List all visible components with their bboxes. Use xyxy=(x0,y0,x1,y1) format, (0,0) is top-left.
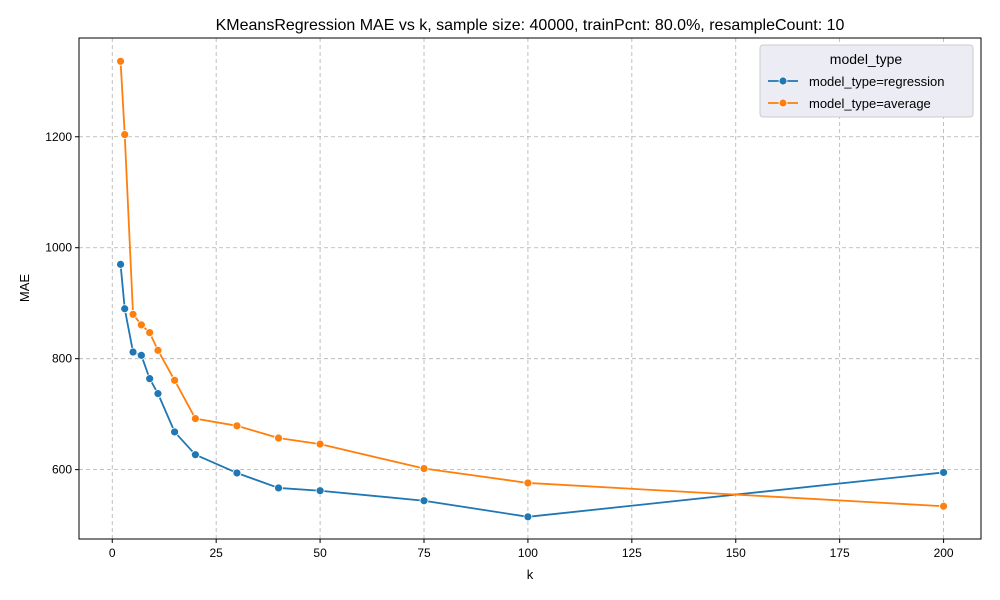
data-point xyxy=(153,389,163,399)
data-point xyxy=(232,421,242,431)
data-point xyxy=(128,347,138,357)
grid-layer xyxy=(79,38,981,539)
data-point xyxy=(190,414,200,424)
data-point xyxy=(145,374,155,384)
legend-entries: model_type=regression model_type=average xyxy=(768,74,945,111)
data-point xyxy=(116,56,125,66)
legend-label: model_type=average xyxy=(809,96,931,111)
y-tick-label: 600 xyxy=(52,463,72,477)
x-axis-label: k xyxy=(527,567,534,582)
plot-frame xyxy=(78,37,982,540)
data-point xyxy=(116,259,125,269)
x-tick-label: 0 xyxy=(109,546,116,560)
legend-entry: model_type=regression xyxy=(768,74,945,89)
data-point xyxy=(939,468,948,477)
data-point xyxy=(190,450,200,460)
series-2 xyxy=(116,56,948,511)
legend-label: model_type=regression xyxy=(809,74,945,89)
data-point xyxy=(523,512,533,522)
x-tick-label: 150 xyxy=(726,546,746,560)
data-point xyxy=(939,501,948,511)
series-line xyxy=(119,61,944,508)
y-tick-label: 1000 xyxy=(45,241,72,255)
chart-title: KMeansRegression MAE vs k, sample size: … xyxy=(216,17,845,34)
x-tick-label: 200 xyxy=(934,546,954,560)
y-tick-label: 800 xyxy=(52,352,72,366)
data-point xyxy=(128,309,138,319)
data-point xyxy=(419,496,429,506)
legend-title: model_type xyxy=(830,51,903,67)
series-1 xyxy=(116,259,948,522)
x-tick-label: 100 xyxy=(518,546,538,560)
x-tick-label: 75 xyxy=(417,546,431,560)
data-point xyxy=(136,320,146,330)
ticks-layer: 0 25 50 75 100 125 150 175 200 600 800 1000 1200 xyxy=(45,130,954,560)
x-tick-label: 25 xyxy=(209,546,223,560)
x-tick-label: 175 xyxy=(830,546,850,560)
series-layer xyxy=(116,56,948,522)
data-point xyxy=(145,328,155,338)
data-point xyxy=(120,304,130,314)
y-axis-label: MAE xyxy=(17,274,32,303)
legend-entry: model_type=average xyxy=(768,96,931,111)
y-tick-label: 1200 xyxy=(45,130,72,144)
data-point xyxy=(153,345,163,355)
data-point xyxy=(170,427,180,437)
data-point xyxy=(232,468,242,478)
data-point xyxy=(523,478,533,488)
data-point xyxy=(120,130,130,139)
legend: model_type model_type=regressionmodel_ty… xyxy=(759,44,974,118)
legend-marker-swatch xyxy=(778,76,788,86)
data-point xyxy=(274,483,283,493)
legend-marker-swatch xyxy=(778,98,788,108)
data-point xyxy=(170,375,180,385)
legend-box xyxy=(759,44,974,118)
x-tick-label: 125 xyxy=(622,546,642,560)
data-point xyxy=(419,464,429,473)
data-point xyxy=(136,350,146,360)
series-line xyxy=(119,264,944,518)
data-point xyxy=(315,439,325,449)
data-point xyxy=(274,433,283,443)
x-tick-label: 50 xyxy=(313,546,327,560)
data-point xyxy=(315,486,325,496)
